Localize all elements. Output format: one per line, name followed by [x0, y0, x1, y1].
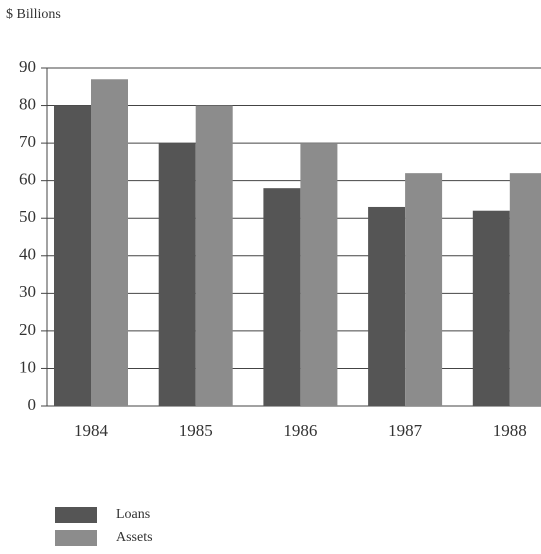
y-tick-label: 90: [19, 57, 36, 76]
y-tick-label: 0: [28, 395, 37, 414]
legend-swatch: [55, 507, 97, 523]
bar: [54, 105, 91, 407]
legend-label: Assets: [116, 530, 153, 545]
x-tick-label: 1985: [179, 421, 213, 440]
y-tick-label: 80: [19, 94, 36, 113]
chart-title: $ Billions: [6, 7, 61, 22]
bar: [300, 143, 338, 406]
y-tick-label: 40: [19, 245, 36, 264]
y-tick-label: 20: [19, 320, 36, 339]
y-tick-label: 10: [19, 357, 36, 376]
bar: [368, 206, 406, 406]
x-tick-label: 1984: [74, 421, 109, 440]
bar: [263, 188, 301, 406]
bar: [472, 210, 510, 406]
x-tick-label: 1987: [388, 421, 423, 440]
bar: [405, 173, 443, 406]
legend-label: Loans: [116, 507, 150, 522]
bar: [509, 173, 541, 406]
bar: [158, 143, 196, 406]
y-tick-label: 60: [19, 170, 36, 189]
x-tick-label: 1988: [493, 421, 527, 440]
legend-swatch: [55, 530, 97, 546]
y-tick-label: 50: [19, 207, 36, 226]
x-tick-label: 1986: [283, 421, 317, 440]
y-tick-label: 30: [19, 282, 36, 301]
y-tick-label: 70: [19, 132, 36, 151]
bar: [195, 105, 233, 407]
bar: [91, 79, 128, 407]
